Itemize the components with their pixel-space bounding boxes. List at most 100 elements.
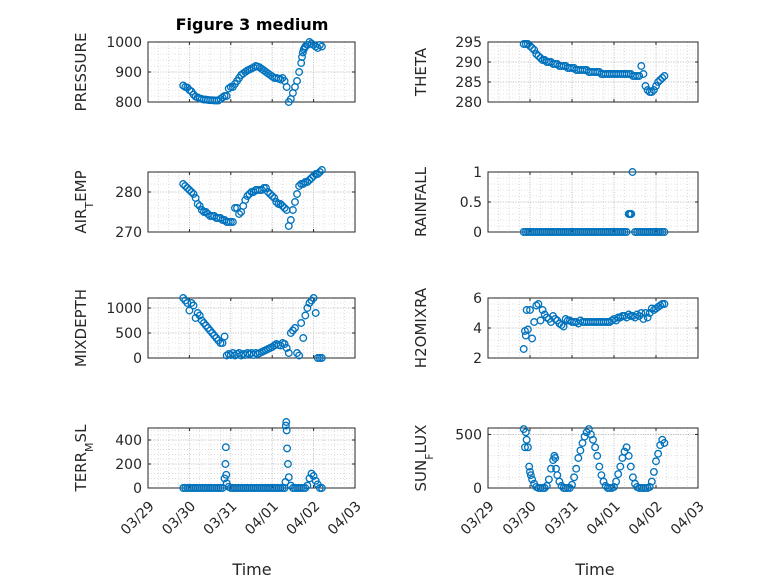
data-point — [317, 354, 326, 362]
data-point — [195, 311, 204, 320]
data-point — [549, 456, 558, 465]
data-point — [241, 68, 250, 76]
data-point — [193, 200, 202, 208]
data-point — [599, 477, 608, 486]
data-point — [627, 210, 636, 218]
data-point — [282, 83, 291, 91]
data-point — [568, 480, 576, 489]
data-point — [526, 306, 534, 314]
data-series — [519, 168, 669, 236]
data-point — [276, 200, 285, 208]
data-point — [266, 190, 275, 198]
data-point — [616, 462, 625, 471]
data-point — [235, 210, 244, 218]
data-point — [268, 192, 277, 200]
data-point — [283, 460, 292, 468]
x-tick-label: 04/02 — [284, 498, 324, 538]
data-point — [317, 484, 326, 492]
data-series — [179, 294, 326, 362]
y-axis-label: AIRTEMP — [72, 170, 96, 233]
axes-box — [487, 41, 699, 103]
data-point — [183, 184, 192, 192]
y-tick-label: 1000 — [106, 301, 142, 317]
subplot-theta: 280 285 290 295 THETA — [412, 35, 699, 111]
minor-grid — [488, 41, 698, 103]
data-point — [557, 321, 566, 329]
y-axis-label: THETA — [412, 47, 430, 97]
data-point — [282, 426, 291, 435]
data-point — [544, 475, 553, 484]
data-point — [561, 315, 570, 323]
data-point — [315, 168, 324, 176]
data-point — [222, 92, 231, 100]
data-point — [179, 81, 188, 90]
data-point — [534, 52, 543, 60]
data-point — [641, 82, 650, 90]
data-point — [654, 78, 663, 86]
data-point — [528, 44, 537, 52]
data-point — [309, 172, 318, 180]
data-point — [284, 349, 293, 357]
minor-grid — [148, 172, 355, 233]
subplot-h2omixra: 2 4 6 H2OMIXRA — [412, 287, 699, 368]
data-point — [305, 176, 314, 184]
data-point — [280, 340, 289, 348]
data-point — [649, 467, 658, 476]
data-point — [652, 457, 660, 466]
data-point — [286, 216, 295, 224]
data-point — [195, 202, 204, 210]
data-point — [291, 324, 299, 332]
data-point — [295, 68, 304, 76]
data-point — [270, 194, 279, 202]
data-point — [523, 325, 532, 334]
data-point — [641, 309, 650, 317]
data-point — [309, 294, 318, 302]
x-tick-label: 04/01 — [242, 498, 282, 538]
data-point — [311, 309, 320, 317]
y-tick-label: 4 — [473, 321, 482, 337]
data-point — [521, 443, 529, 452]
y-axis-label: SUNFLUX — [412, 425, 436, 492]
data-point — [523, 40, 532, 48]
data-point — [220, 474, 229, 483]
data-point — [591, 443, 600, 452]
minor-grid — [148, 297, 355, 359]
x-axis-title-right: Time — [574, 560, 614, 579]
y-tick-label: 500 — [455, 427, 482, 443]
data-point — [317, 42, 326, 51]
data-series — [519, 40, 669, 96]
figure-title: Figure 3 medium — [176, 15, 329, 34]
subplot-rainfall: 0 0.5 1 RAINFALL — [412, 165, 699, 241]
data-point — [637, 62, 646, 70]
data-point — [532, 301, 541, 310]
data-point — [224, 84, 233, 93]
subplot-sun-flux: 0 500 03/29 03/30 03/31 04/01 04/02 04/03 SUNFLU… — [412, 425, 708, 539]
data-point — [228, 218, 237, 226]
data-point — [187, 188, 196, 196]
data-point — [522, 435, 531, 444]
data-point — [284, 473, 293, 482]
data-point — [189, 190, 198, 198]
data-point — [570, 473, 579, 482]
data-point — [523, 443, 532, 452]
data-point — [183, 83, 192, 92]
data-point — [315, 41, 324, 49]
data-point — [298, 53, 306, 61]
data-point — [528, 475, 537, 484]
data-point — [607, 316, 616, 325]
y-tick-label: 280 — [115, 185, 142, 201]
data-series — [179, 166, 326, 230]
data-point — [293, 190, 301, 198]
data-point — [278, 202, 287, 210]
data-point — [536, 54, 545, 62]
data-point — [307, 174, 316, 182]
data-point — [551, 315, 560, 323]
data-point — [303, 304, 312, 312]
data-point — [280, 204, 289, 212]
y-tick-label: 280 — [455, 95, 482, 111]
data-series — [519, 300, 669, 353]
data-point — [639, 70, 648, 78]
data-point — [218, 93, 227, 102]
